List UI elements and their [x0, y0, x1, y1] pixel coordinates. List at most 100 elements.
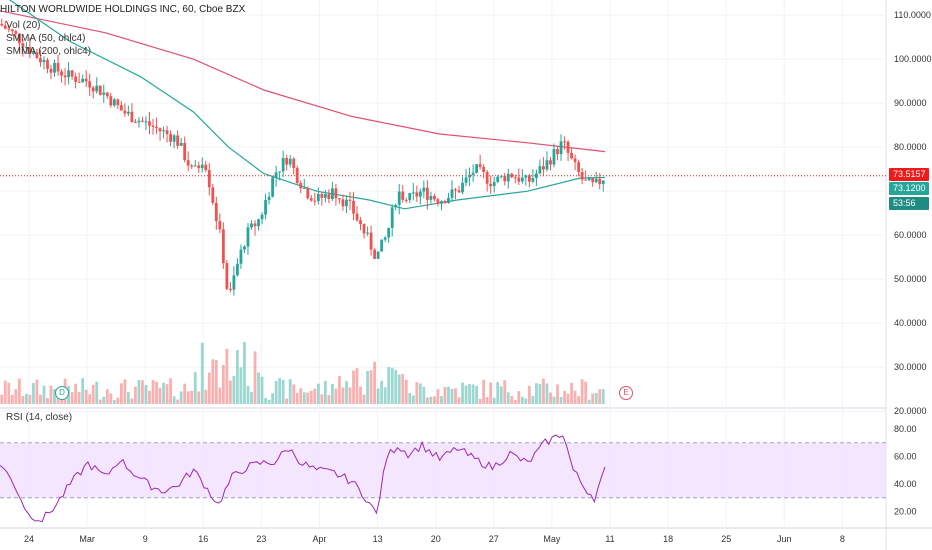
time-tick-label: Jun — [777, 534, 792, 544]
price-tick-label: 100.0000 — [894, 54, 932, 64]
volume-bar — [285, 398, 289, 404]
smma-slow-legend[interactable]: SMMA (200, ohlc4) — [6, 46, 92, 57]
candle-body — [186, 160, 190, 166]
volume-bar — [225, 348, 229, 404]
candle-body — [436, 199, 440, 204]
price-tick-label: 80.0000 — [894, 142, 927, 152]
volume-bar — [591, 393, 595, 404]
candle-body — [447, 197, 450, 204]
candle-body — [214, 202, 218, 222]
candle-body — [425, 187, 429, 200]
rsi-tick-label: 40.00 — [894, 479, 917, 489]
candle-body — [323, 194, 327, 198]
candle-body — [454, 189, 457, 191]
candle-body — [499, 175, 503, 177]
candle-body — [559, 141, 563, 155]
candle-body — [70, 70, 74, 77]
volume-bar — [594, 393, 598, 404]
candle-body — [513, 177, 517, 179]
candle-body — [91, 87, 95, 92]
candle-body — [232, 275, 236, 290]
volume-bar — [513, 399, 517, 404]
volume-bar — [274, 380, 278, 404]
volume-bar — [577, 396, 581, 404]
candle-body — [112, 99, 116, 106]
candle-body — [591, 178, 595, 183]
candle-body — [404, 199, 408, 201]
volume-bar — [563, 390, 566, 404]
smma-fast-legend[interactable]: SMMA (50, ohlc4) — [6, 33, 86, 44]
volume-bar — [112, 399, 116, 404]
time-tick-label: Mar — [79, 534, 95, 544]
candle-body — [408, 192, 412, 201]
candle-body — [260, 214, 264, 220]
candle-body — [228, 288, 232, 290]
rsi-tick-label: 60.00 — [894, 452, 917, 462]
symbol-title: HILTON WORLDWIDE HOLDINGS INC, 60, Cboe … — [0, 4, 246, 15]
candle-body — [144, 121, 148, 123]
time-tick-label: 11 — [605, 534, 614, 544]
candle-body — [39, 58, 42, 63]
candle-body — [461, 182, 464, 193]
candle-body — [17, 33, 21, 44]
candle-body — [359, 220, 362, 225]
volume-bar — [366, 370, 369, 404]
volume-bar — [236, 350, 239, 404]
dividend-marker[interactable]: D — [55, 386, 69, 400]
volume-legend[interactable]: Vol (20) — [6, 20, 41, 31]
volume-bar — [21, 395, 25, 404]
candle-body — [352, 200, 355, 214]
candle-body — [88, 81, 92, 88]
price-tick-label: 20.0000 — [894, 406, 927, 416]
volume-bar — [292, 384, 296, 404]
time-tick-label: 9 — [143, 534, 148, 544]
volume-bar — [468, 384, 471, 404]
candle-body — [285, 158, 289, 165]
volume-bar — [485, 397, 489, 404]
candle-body — [542, 166, 545, 170]
candle-body — [330, 188, 334, 200]
candle-body — [295, 167, 299, 183]
candle-body — [316, 193, 320, 202]
volume-bar — [98, 399, 102, 404]
candle-body — [471, 172, 475, 175]
candle-body — [288, 158, 292, 165]
time-tick-label: 25 — [721, 534, 731, 544]
candle-body — [566, 141, 570, 153]
candle-body — [302, 187, 306, 189]
candle-body — [165, 130, 169, 134]
earnings-marker[interactable]: E — [619, 386, 633, 400]
rsi-tick-label: 80.00 — [894, 424, 917, 434]
candle-body — [535, 173, 538, 179]
volume-bar — [81, 378, 85, 404]
rsi-legend[interactable]: RSI (14, close) — [6, 412, 73, 423]
candle-body — [475, 164, 479, 173]
volume-bar — [299, 388, 303, 404]
volume-bar — [535, 383, 538, 404]
volume-bar — [601, 389, 605, 404]
volume-bar — [552, 396, 556, 404]
candle-body — [450, 189, 454, 198]
volume-bar — [221, 364, 225, 404]
volume-bar — [359, 386, 362, 404]
candle-body — [243, 246, 246, 250]
candle-body — [169, 133, 172, 142]
volume-bar — [489, 382, 493, 404]
volume-bar — [355, 368, 359, 404]
volume-bar — [510, 396, 514, 404]
volume-bar — [478, 398, 482, 404]
candle-body — [126, 111, 130, 114]
volume-bar — [580, 379, 584, 404]
last-price-tag: 73.5157 — [889, 168, 929, 181]
time-tick-label: 16 — [198, 534, 208, 544]
volume-bar — [334, 388, 338, 404]
price-tick-label: 50.0000 — [894, 274, 927, 284]
volume-bar — [46, 398, 49, 404]
volume-bar — [176, 399, 180, 404]
candle-body — [524, 175, 528, 178]
volume-bar — [327, 395, 331, 404]
candle-body — [53, 62, 56, 73]
volume-bar — [506, 392, 510, 404]
